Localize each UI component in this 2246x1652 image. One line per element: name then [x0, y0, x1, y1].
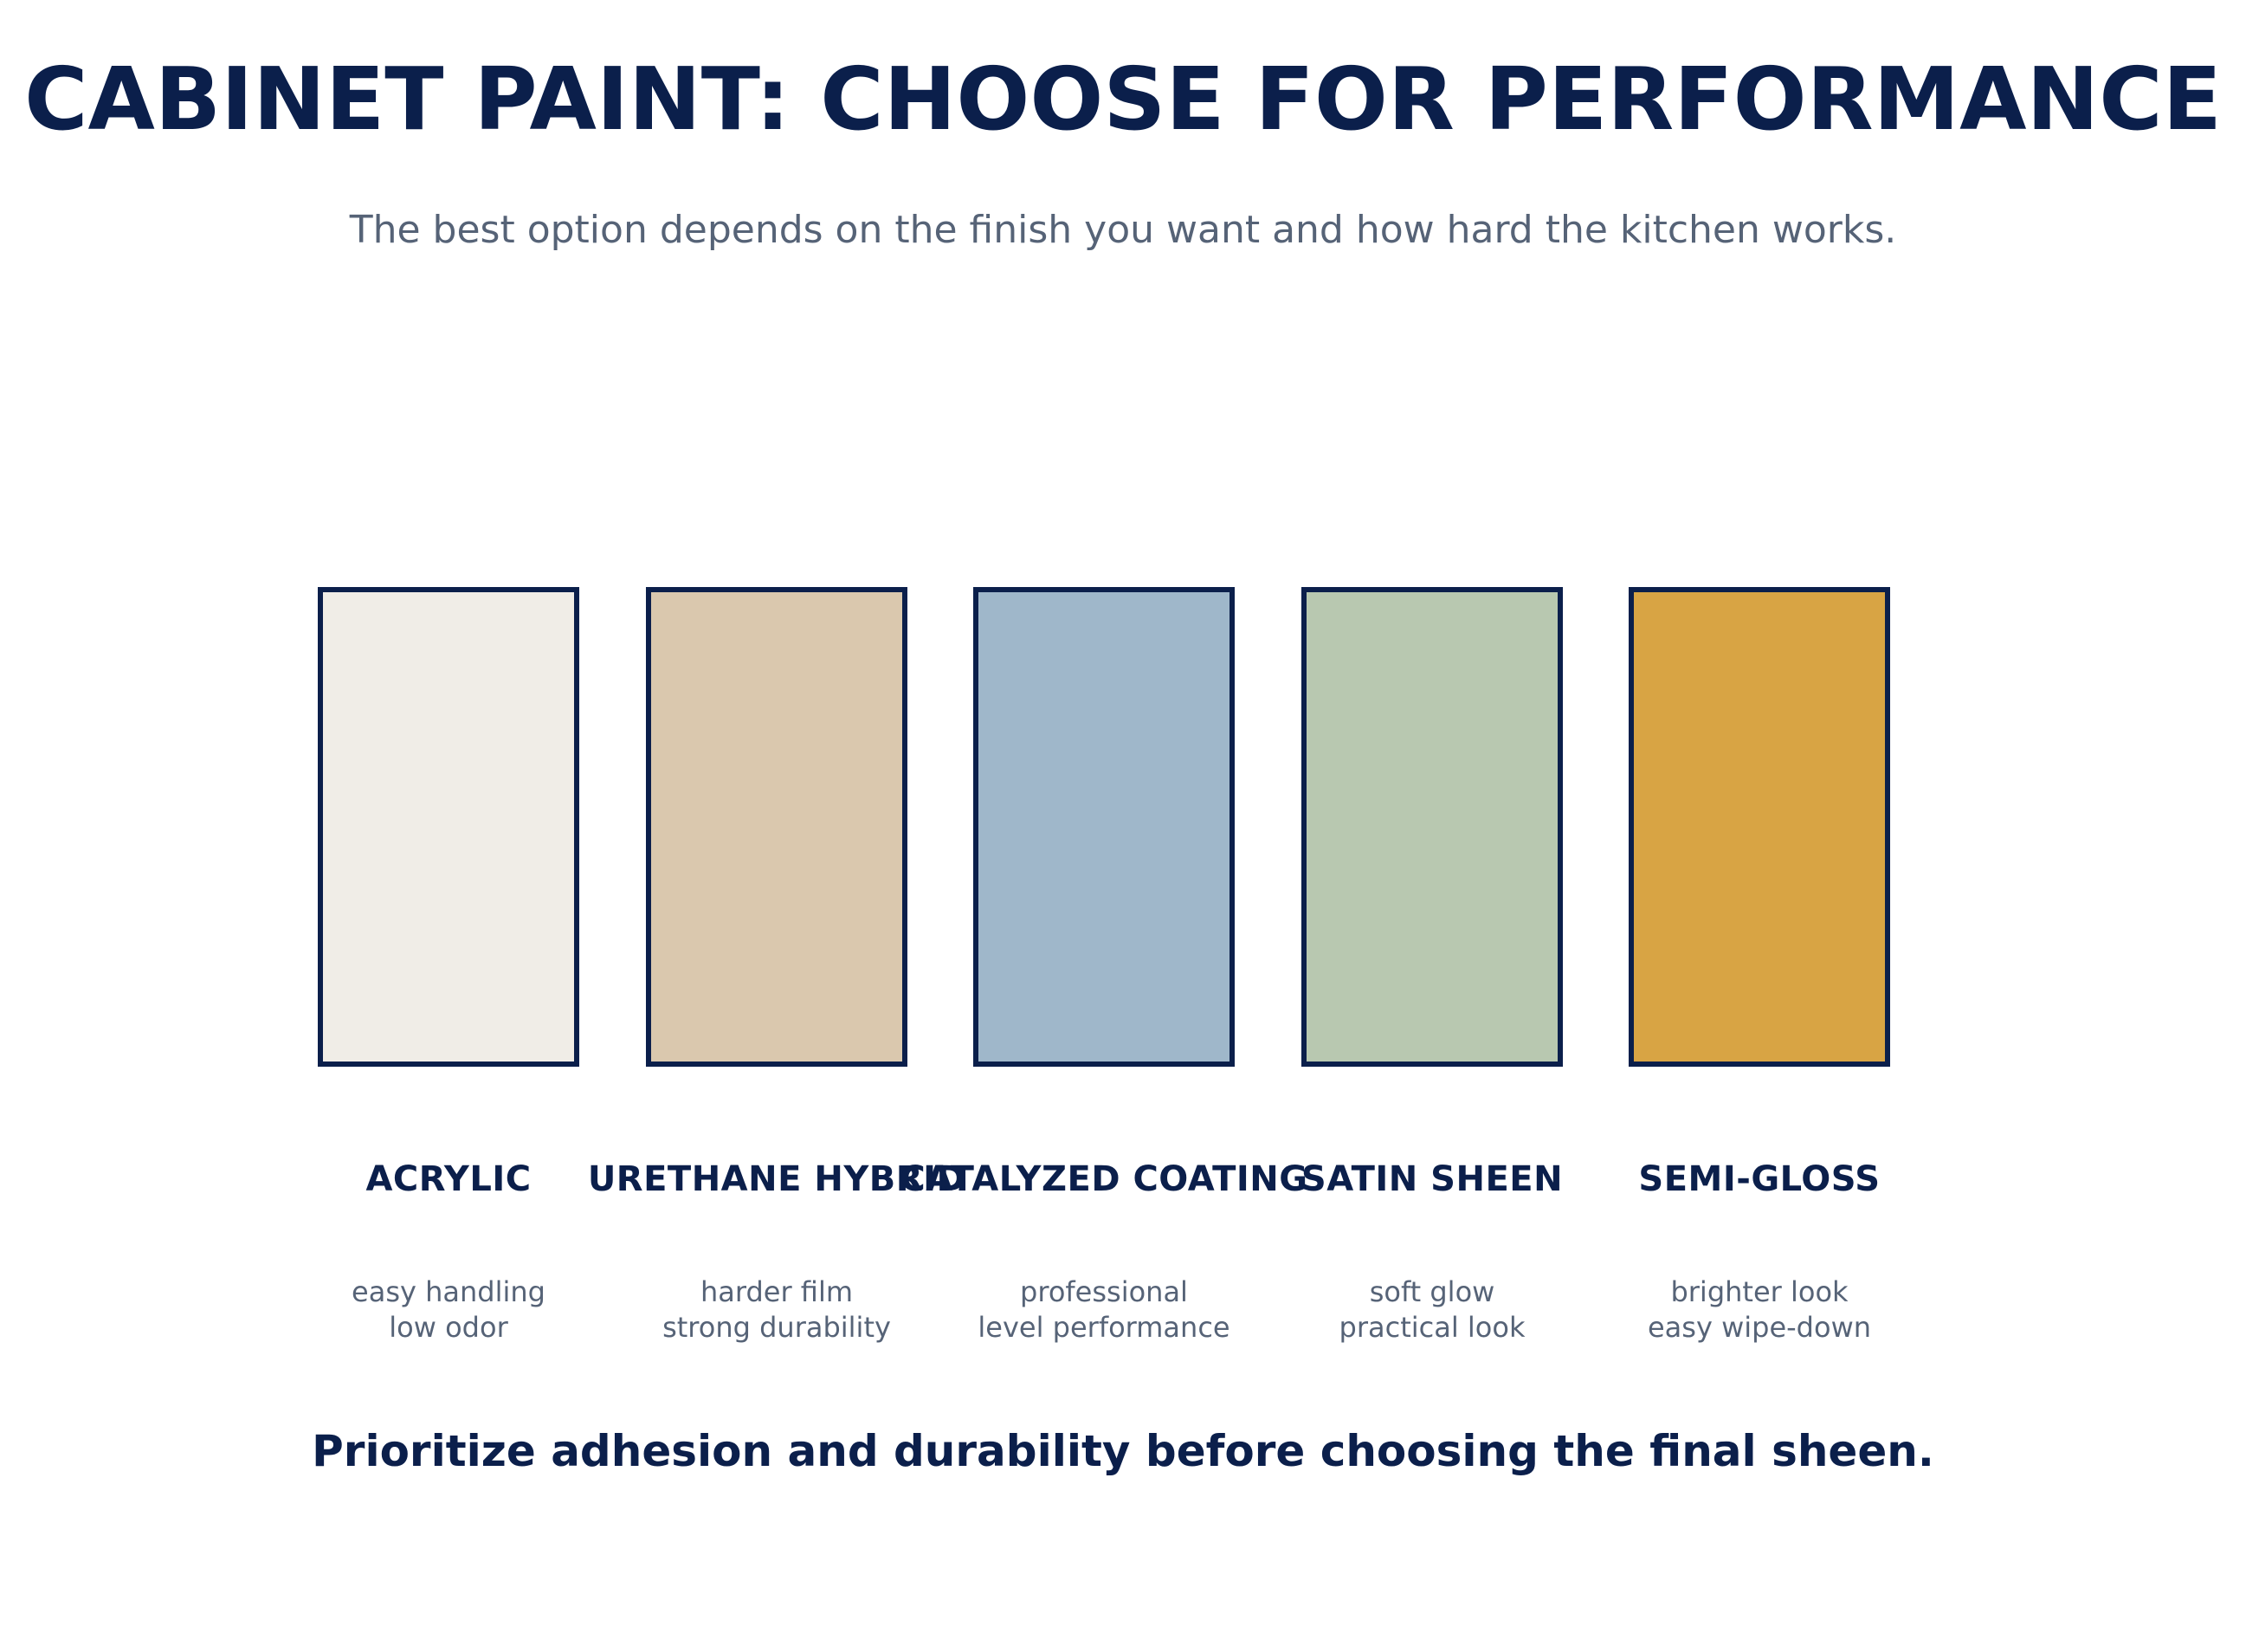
swatch-satin-sheen	[1301, 587, 1563, 1067]
swatch-catalyzed-coating	[973, 587, 1235, 1067]
swatch-note-line: practical look	[1339, 1311, 1526, 1344]
swatch-label: URETHANE HYBRID	[587, 1159, 966, 1199]
swatch-label: SEMI-GLOSS	[1638, 1159, 1881, 1199]
swatch-note-line: brighter look	[1670, 1275, 1849, 1308]
swatch-note-line: low odor	[389, 1311, 508, 1344]
swatch-note-line: soft glow	[1369, 1275, 1495, 1308]
swatch-note-line: professional	[1020, 1275, 1188, 1308]
swatch-label: ACRYLIC	[365, 1159, 532, 1199]
page-subtitle: The best option depends on the finish yo…	[349, 208, 1897, 252]
swatch-note-line: level performance	[978, 1311, 1230, 1344]
page-title: CABINET PAINT: CHOOSE FOR PERFORMANCE	[24, 48, 2222, 150]
swatch-urethane-hybrid	[646, 587, 907, 1067]
swatch-label: CATALYZED COATING	[900, 1159, 1308, 1199]
swatch-note-line: easy wipe-down	[1647, 1311, 1872, 1344]
swatch-label: SATIN SHEEN	[1300, 1159, 1564, 1199]
footer-message: Prioritize adhesion and durability befor…	[312, 1426, 1934, 1476]
swatch-semi-gloss	[1629, 587, 1890, 1067]
swatch-note-line: harder film	[700, 1275, 854, 1308]
swatch-note-line: strong durability	[662, 1311, 891, 1344]
swatch-acrylic	[318, 587, 579, 1067]
swatch-note-line: easy handling	[352, 1275, 545, 1308]
